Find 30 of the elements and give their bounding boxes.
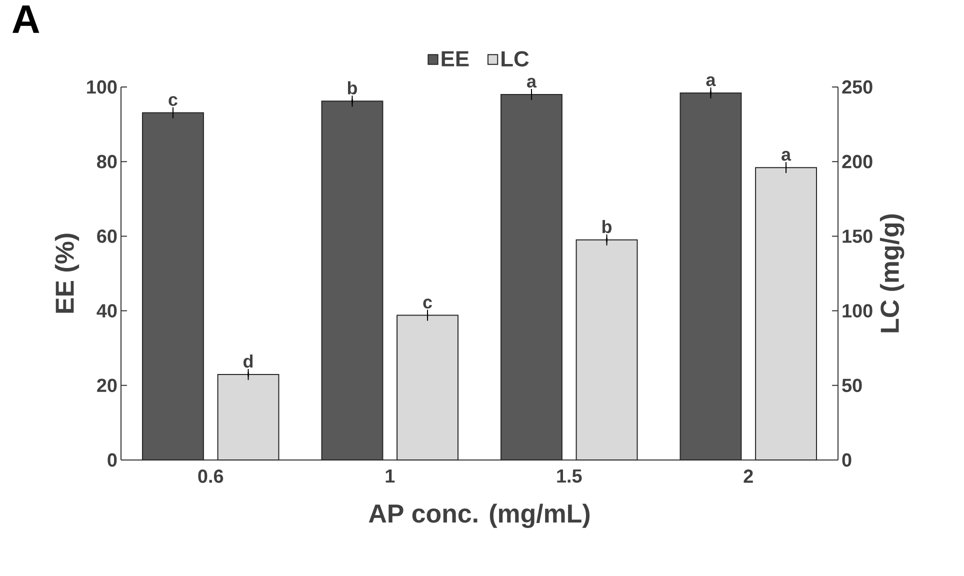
- y-tick-label: 80: [97, 154, 117, 168]
- y-tick-label: 100: [87, 80, 117, 94]
- legend-label: EE: [442, 51, 469, 66]
- data-label: b: [602, 220, 612, 234]
- data-label: c: [168, 96, 178, 106]
- x-tick-label: 2: [744, 470, 753, 483]
- data-label: d: [244, 354, 253, 368]
- y2-tick-label: 200: [842, 154, 872, 168]
- y2-tick-label: 100: [842, 304, 872, 318]
- y-tick-label: 60: [97, 230, 117, 243]
- x-tick-label: 0.6: [198, 470, 224, 483]
- data-label: b: [348, 81, 357, 94]
- data-label: a: [527, 78, 537, 88]
- y2-tick-label: 150: [842, 230, 872, 243]
- x-tick-label: 1: [386, 470, 395, 483]
- y2-tick-label: 50: [842, 378, 862, 392]
- y-tick-label: 20: [97, 378, 117, 392]
- data-label: c: [423, 298, 432, 308]
- y-tick-label: 40: [96, 304, 117, 318]
- x-tick-label: 1.5: [557, 470, 582, 483]
- y2-tick-label: 0: [842, 453, 852, 467]
- chart-title: A: [12, 6, 40, 33]
- y-tick-label: 0: [108, 453, 117, 467]
- data-label: a: [706, 76, 716, 86]
- y2-axis-title: LC (mg/g): [880, 214, 904, 332]
- y2-tick-label: 250: [842, 80, 872, 94]
- y-axis-title: EE (%): [54, 234, 80, 313]
- x-axis-title: AP conc. (mg/mL): [368, 504, 590, 528]
- data-label: a: [782, 150, 792, 161]
- legend-label: LC: [502, 51, 529, 67]
